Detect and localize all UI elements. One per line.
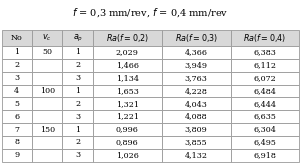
Text: 6,444: 6,444 xyxy=(253,100,277,108)
Text: 9: 9 xyxy=(14,151,19,159)
Text: 3,809: 3,809 xyxy=(185,126,208,133)
Text: 1,026: 1,026 xyxy=(116,151,139,159)
Text: 1: 1 xyxy=(75,87,80,95)
Text: 100: 100 xyxy=(40,87,55,95)
Text: $\mathit{Ra}(f{=}0{,}4)$: $\mathit{Ra}(f{=}0{,}4)$ xyxy=(244,32,287,44)
Text: 6,304: 6,304 xyxy=(254,126,277,133)
Text: 1,134: 1,134 xyxy=(116,74,139,82)
Text: 6,484: 6,484 xyxy=(254,87,277,95)
Text: 7: 7 xyxy=(14,126,19,133)
Text: 1,466: 1,466 xyxy=(116,61,139,69)
Text: 1: 1 xyxy=(14,48,19,56)
Text: $a_p$: $a_p$ xyxy=(73,32,83,44)
Text: 3,949: 3,949 xyxy=(185,61,208,69)
Text: 5: 5 xyxy=(14,100,19,108)
Text: 1,653: 1,653 xyxy=(116,87,139,95)
Text: 0,996: 0,996 xyxy=(116,126,139,133)
Text: 3: 3 xyxy=(75,151,80,159)
Text: 50: 50 xyxy=(42,48,52,56)
Text: $\it{f}$ = 0,3 mm/rev, $\it{f}$ = 0,4 mm/rev: $\it{f}$ = 0,3 mm/rev, $\it{f}$ = 0,4 mm… xyxy=(72,6,229,19)
Text: 2,029: 2,029 xyxy=(116,48,139,56)
Text: 2: 2 xyxy=(75,61,80,69)
Text: 6,495: 6,495 xyxy=(254,138,277,146)
Text: $v_c$: $v_c$ xyxy=(42,33,52,43)
Text: 3: 3 xyxy=(75,74,80,82)
Text: 6,635: 6,635 xyxy=(254,113,277,121)
Text: 3: 3 xyxy=(14,74,19,82)
Text: 1: 1 xyxy=(75,48,80,56)
Text: 1,321: 1,321 xyxy=(116,100,139,108)
Text: 0,896: 0,896 xyxy=(116,138,139,146)
Text: 8: 8 xyxy=(14,138,19,146)
Text: 3,763: 3,763 xyxy=(185,74,208,82)
Text: 4,088: 4,088 xyxy=(185,113,207,121)
Text: 1: 1 xyxy=(75,126,80,133)
Text: 4: 4 xyxy=(14,87,19,95)
Text: 3,855: 3,855 xyxy=(185,138,207,146)
Text: 4,043: 4,043 xyxy=(185,100,208,108)
Text: $\mathit{Ra}(f{=}0{,}2)$: $\mathit{Ra}(f{=}0{,}2)$ xyxy=(106,32,149,44)
Text: 6: 6 xyxy=(14,113,19,121)
Text: 6,112: 6,112 xyxy=(253,61,277,69)
Text: 150: 150 xyxy=(40,126,55,133)
Text: 6,072: 6,072 xyxy=(254,74,276,82)
Text: 2: 2 xyxy=(75,100,80,108)
Text: 4,366: 4,366 xyxy=(185,48,208,56)
Text: 6,918: 6,918 xyxy=(254,151,277,159)
Text: 4,132: 4,132 xyxy=(185,151,208,159)
Text: 2: 2 xyxy=(14,61,19,69)
Text: 4,228: 4,228 xyxy=(185,87,208,95)
Text: 1,221: 1,221 xyxy=(116,113,139,121)
Text: No: No xyxy=(11,34,23,42)
Text: 2: 2 xyxy=(75,138,80,146)
Text: 6,383: 6,383 xyxy=(254,48,277,56)
Text: $\mathit{Ra}(f{=}0{,}3)$: $\mathit{Ra}(f{=}0{,}3)$ xyxy=(175,32,218,44)
Text: 3: 3 xyxy=(75,113,80,121)
